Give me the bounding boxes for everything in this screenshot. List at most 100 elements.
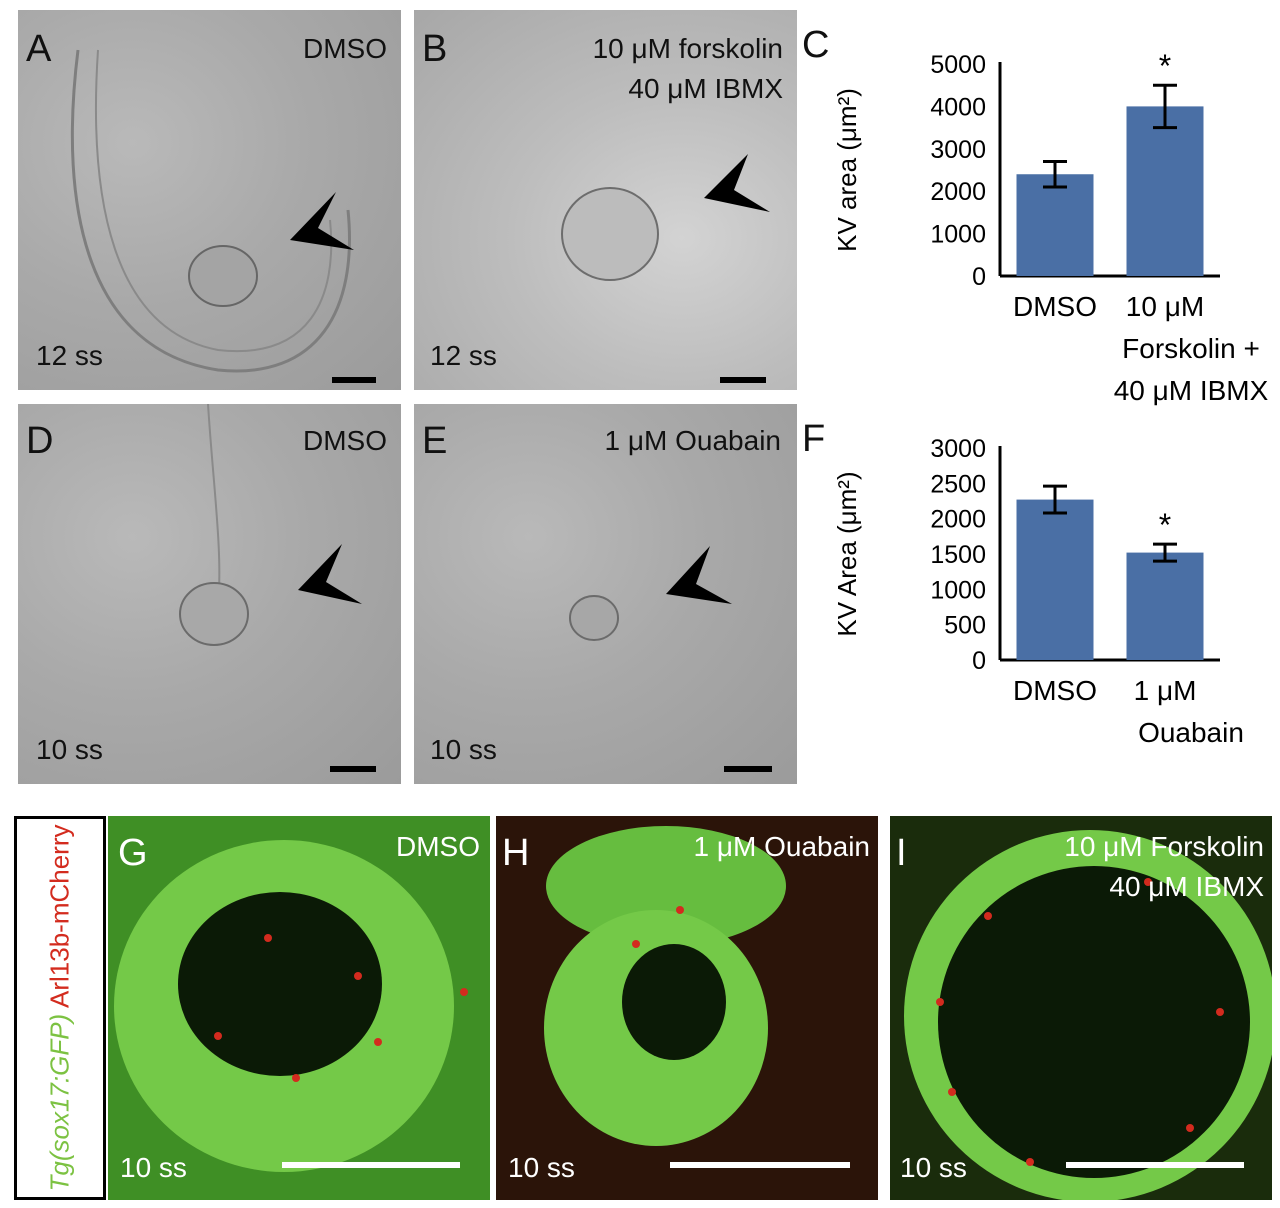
panel-i-image: I 10 μM Forskolin 40 μM IBMX 10 ss	[890, 816, 1272, 1200]
y-axis-title: KV Area (μm²)	[832, 471, 862, 636]
scale-bar	[282, 1162, 460, 1168]
kupffer-vesicle	[569, 595, 619, 641]
cilium-dot	[1186, 1124, 1194, 1132]
panel-g-confocal-drawing	[108, 816, 490, 1200]
y-tick-label: 5000	[930, 51, 986, 79]
panel-stage: 12 ss	[430, 340, 497, 371]
cilium-dot	[632, 940, 640, 948]
x-category-label: 40 μM IBMX	[1114, 375, 1269, 406]
panel-e-embryo-drawing	[569, 595, 619, 641]
panel-condition-line2: 40 μM IBMX	[628, 73, 783, 104]
embryo-inner-outline	[95, 49, 333, 353]
y-tick-label: 2000	[930, 506, 986, 534]
scale-bar	[1066, 1162, 1244, 1168]
channel-legend-text: Tg(sox17:GFP) Arl13b-mCherry	[45, 824, 76, 1191]
panel-label: D	[26, 420, 54, 462]
panel-condition-line2: 40 μM IBMX	[1109, 871, 1264, 902]
y-tick-label: 2500	[930, 470, 986, 498]
x-category-label: 1 μM	[1134, 675, 1197, 706]
x-category-label: Forskolin +	[1122, 333, 1260, 364]
panel-condition: 1 μM Ouabain	[604, 425, 781, 456]
bar	[1126, 552, 1204, 660]
cilium-dot	[354, 972, 362, 980]
panel-stage: 10 ss	[900, 1152, 967, 1183]
cilium-dot	[948, 1088, 956, 1096]
panel-b-embryo-drawing	[561, 187, 659, 281]
panel-e-image: E 1 μM Ouabain 10 ss	[414, 404, 797, 784]
cilium-dot	[1026, 1158, 1034, 1166]
kupffer-vesicle	[179, 582, 249, 646]
cilium-dot	[460, 988, 468, 996]
panel-stage: 10 ss	[120, 1152, 187, 1183]
cilium-dot	[936, 998, 944, 1006]
panel-label: G	[118, 832, 148, 874]
panel-label: B	[422, 28, 448, 70]
kupffer-vesicle	[561, 187, 659, 281]
panel-condition-line1: 10 μM Forskolin	[1064, 831, 1264, 862]
panel-condition: DMSO	[303, 33, 387, 64]
panel-a-embryo-drawing	[70, 49, 351, 373]
panel-condition: DMSO	[303, 425, 387, 456]
panel-b-image: B 10 μM forskolin 40 μM IBMX 12 ss	[414, 10, 797, 390]
scale-bar	[332, 377, 376, 383]
mcherry-channel-label: Arl13b-mCherry	[44, 824, 75, 1008]
panel-g-image: G DMSO 10 ss	[108, 816, 490, 1200]
cilium-dot	[264, 934, 272, 942]
panel-label: H	[502, 832, 530, 874]
panel-label: I	[896, 832, 907, 874]
panel-h-image: H 1 μM Ouabain 10 ss	[496, 816, 878, 1200]
x-category-label: DMSO	[1013, 291, 1097, 322]
x-category-label: Ouabain	[1138, 717, 1244, 748]
panel-a-image: A DMSO 12 ss	[18, 10, 401, 390]
vesicle-lumen	[178, 892, 382, 1076]
panel-label: A	[26, 28, 52, 70]
x-category-label: 10 μM	[1126, 291, 1204, 322]
bar-chart-c: KV area (μm²) 0 1000 2000 3000 4000 5000 DMSO * 1…	[832, 48, 1269, 406]
bar	[1126, 106, 1204, 277]
cilium-dot	[1144, 878, 1152, 886]
y-tick-label: 1500	[930, 541, 986, 569]
bar	[1016, 174, 1094, 276]
upper-cell-cluster	[546, 826, 786, 946]
significance-marker: *	[1159, 507, 1171, 543]
cilium-dot	[214, 1032, 222, 1040]
scale-bar	[670, 1162, 850, 1168]
panel-stage: 12 ss	[36, 340, 103, 371]
embryo-line	[207, 404, 221, 605]
panel-d-embryo-drawing	[179, 404, 249, 646]
cilium-dot	[292, 1074, 300, 1082]
y-tick-label: 4000	[930, 93, 986, 121]
vesicle-lumen	[938, 866, 1250, 1178]
bar-chart-f: KV Area (μm²) 0 500 1000 1500 2000 2500 3000 DMS…	[832, 435, 1244, 748]
panel-label: E	[422, 420, 448, 462]
panel-condition: 1 μM Ouabain	[693, 831, 870, 862]
y-tick-label: 1000	[930, 221, 986, 249]
vesicle-lumen	[622, 944, 726, 1060]
gfp-channel-label: Tg(sox17:GFP)	[44, 1013, 75, 1192]
panel-stage: 10 ss	[36, 734, 103, 765]
significance-marker: *	[1159, 48, 1171, 84]
arrowhead-icon	[298, 544, 362, 604]
cilium-dot	[676, 906, 684, 914]
y-tick-label: 3000	[930, 136, 986, 164]
channel-legend-box: Tg(sox17:GFP) Arl13b-mCherry	[14, 816, 106, 1200]
panel-stage: 10 ss	[430, 734, 497, 765]
panel-stage: 10 ss	[508, 1152, 575, 1183]
panel-label: F	[802, 418, 826, 460]
cilium-dot	[1216, 1008, 1224, 1016]
y-tick-label: 2000	[930, 178, 986, 206]
embryo-outline	[70, 49, 351, 373]
y-axis-title: KV area (μm²)	[832, 88, 862, 252]
y-tick-label: 3000	[930, 435, 986, 463]
x-category-label: DMSO	[1013, 675, 1097, 706]
cilium-dot	[984, 912, 992, 920]
scale-bar	[724, 766, 772, 772]
y-tick-label: 0	[972, 263, 986, 291]
panel-condition-line1: 10 μM forskolin	[592, 33, 783, 64]
cilium-dot	[374, 1038, 382, 1046]
y-tick-label: 1000	[930, 576, 986, 604]
panel-d-image: D DMSO 10 ss	[18, 404, 401, 784]
bar	[1016, 499, 1094, 660]
panel-condition: DMSO	[396, 831, 480, 862]
panel-i-confocal-drawing	[890, 816, 1272, 1200]
